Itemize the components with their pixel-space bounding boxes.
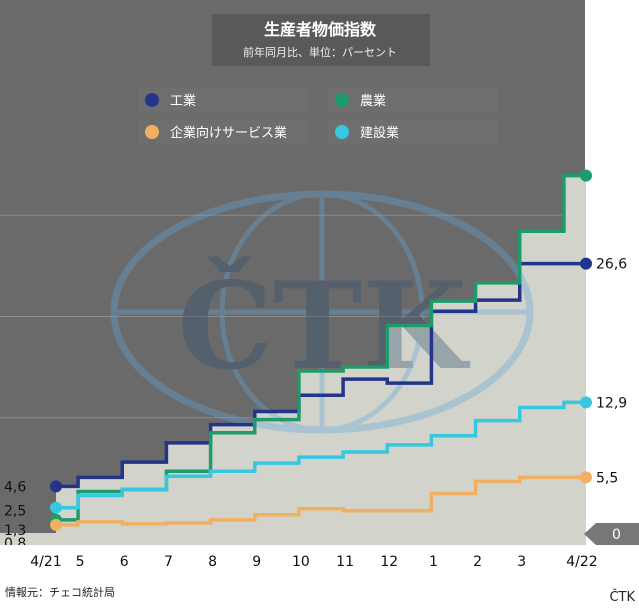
x-tick-label: 7 (164, 554, 173, 570)
start-label-0: 4,6 (4, 479, 26, 495)
legend-label: 農業 (360, 93, 386, 109)
zero-label: 0 (612, 527, 621, 543)
x-tick-label: 3 (517, 554, 526, 570)
end-label-2: 5,5 (596, 470, 618, 486)
baseline-band (0, 533, 586, 545)
legend-label: 企業向けサービス業 (170, 125, 287, 141)
legend-label: 建設業 (360, 125, 399, 141)
x-tick-label: 4/22 (566, 554, 597, 570)
legend-label: 工業 (170, 93, 196, 109)
end-label-3: 12,9 (596, 395, 627, 411)
end-label-1: 35,3 (596, 169, 627, 185)
x-tick-label: 6 (120, 554, 129, 570)
end-point-2 (580, 471, 592, 484)
end-point-3 (580, 396, 592, 409)
legend-marker (145, 125, 159, 139)
legend-marker (145, 93, 159, 107)
credit: ČTK (609, 590, 635, 605)
source-note: 情報元：チェコ統計局 (5, 586, 115, 599)
legend-marker (335, 125, 349, 139)
end-point-0 (580, 257, 592, 270)
chart-title: 生産者物価指数 (264, 20, 377, 39)
x-tick-label: 4/21 (30, 554, 61, 570)
watermark-globe (110, 190, 534, 434)
series-line-2 (56, 475, 586, 527)
x-axis-band (0, 545, 586, 580)
x-tick-label: 9 (252, 554, 261, 570)
chart-subtitle: 前年同月比、単位：パーセント (243, 45, 397, 59)
legend-box (138, 120, 308, 144)
legend-box (138, 88, 308, 112)
start-label-3: 2,5 (4, 504, 26, 520)
legend-marker (335, 93, 349, 107)
x-tick-label: 1 (429, 554, 438, 570)
x-tick-label: 5 (76, 554, 85, 570)
start-point-0 (50, 480, 62, 493)
start-point-2 (50, 518, 62, 531)
x-axis: 4/21 5 6 7 8 9 10 11 12 1 2 3 4/22 (0, 545, 598, 580)
series-line-3 (56, 400, 586, 510)
legend-box (328, 120, 498, 144)
series-lines (50, 169, 592, 531)
watermark-meridian (219, 191, 425, 433)
end-point-1 (580, 169, 592, 182)
x-tick-label: 10 (292, 554, 310, 570)
x-tick-label: 12 (380, 554, 398, 570)
zero-marker (584, 523, 639, 545)
x-tick-label: 8 (208, 554, 217, 570)
end-label-0: 26,6 (596, 257, 627, 273)
start-point-3 (50, 501, 62, 514)
legend-box (328, 88, 498, 112)
x-tick-label: 11 (336, 554, 354, 570)
start-label-1: 1,3 (4, 523, 26, 539)
title-box (212, 14, 430, 66)
x-tick-label: 2 (473, 554, 482, 570)
